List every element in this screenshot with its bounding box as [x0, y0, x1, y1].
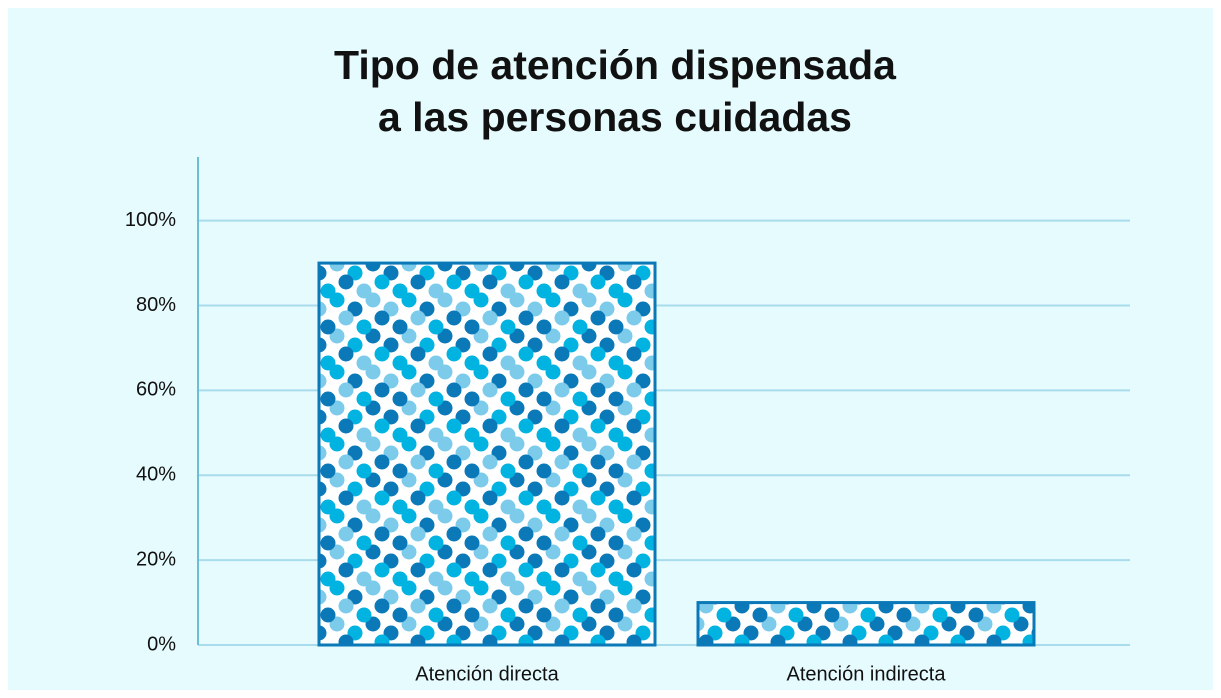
y-tick-label: 40%: [136, 464, 176, 486]
y-tick-label: 60%: [136, 379, 176, 401]
bar: [317, 261, 657, 647]
chart-title: a las personas cuidadas: [378, 94, 852, 140]
x-tick-label: Atención directa: [415, 663, 559, 685]
y-tick-label: 20%: [136, 548, 176, 570]
bar: [696, 601, 1036, 647]
chart-title: Tipo de atención dispensada: [334, 42, 897, 88]
y-tick-label: 100%: [125, 209, 176, 231]
y-tick-label: 0%: [147, 633, 176, 655]
y-tick-label: 80%: [136, 294, 176, 316]
x-tick-label: Atención indirecta: [787, 663, 947, 685]
